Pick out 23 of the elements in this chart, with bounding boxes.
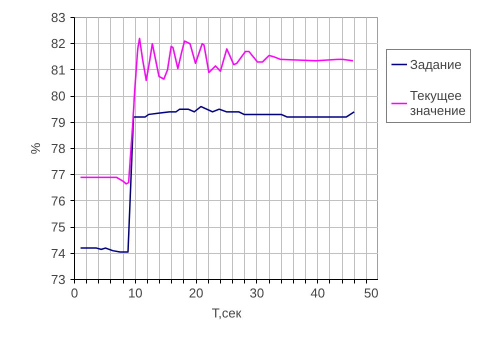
x-tick-label: 40: [310, 286, 325, 300]
y-tick-label: 80: [51, 88, 66, 104]
y-axis-title: %: [28, 142, 44, 154]
x-tick-label: 10: [128, 286, 143, 300]
y-tick-label: 78: [51, 141, 66, 156]
y-tick-label: 75: [51, 220, 66, 235]
x-tick-label: 0: [70, 286, 78, 300]
line-series: [80, 38, 354, 185]
y-tick-label: 81: [51, 62, 66, 78]
y-tick-label: 73: [51, 272, 66, 287]
y-tick-label: 76: [51, 193, 66, 208]
legend-label: Текущее значение: [410, 88, 466, 118]
legend-label: Задание: [410, 56, 462, 72]
x-axis-title: Т,сек: [212, 306, 242, 320]
x-tick-label: 50: [364, 286, 379, 300]
x-tick-label: 20: [188, 286, 204, 300]
x-tick-label: 30: [250, 286, 264, 300]
y-tick-label: 79: [51, 114, 66, 130]
y-tick-label: 74: [51, 246, 66, 261]
y-tick-label: 77: [51, 167, 66, 182]
y-tick-label: 82: [51, 36, 66, 52]
line-series: [80, 106, 355, 253]
y-tick-label: 83: [51, 10, 66, 25]
